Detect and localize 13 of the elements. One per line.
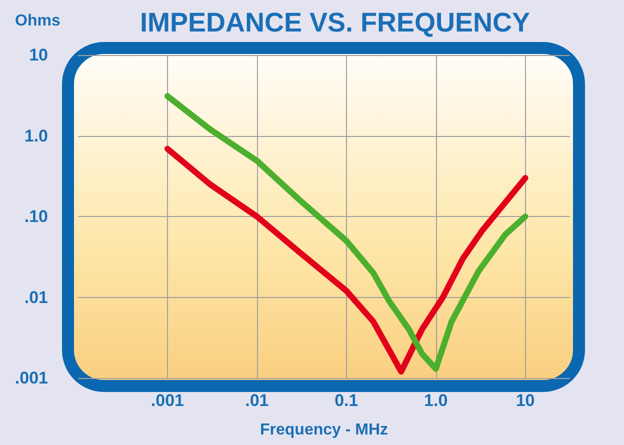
x-axis-title: Frequency - MHz [260,422,388,438]
x-tick-label: 10 [516,391,535,410]
y-tick-label: .10 [24,207,48,226]
y-axis-title: Ohms [15,12,60,30]
y-tick-label: 1.0 [24,126,48,146]
x-tick-label: .001 [150,391,184,410]
chart-title: IMPEDANCE VS. FREQUENCY [140,8,530,38]
x-tick-label: .01 [245,391,269,410]
y-tick-label: .001 [14,368,48,388]
y-tick-label: 10 [29,46,48,64]
x-tick-label: 0.1 [334,391,358,410]
x-tick-label: 1.0 [424,391,448,410]
y-tick-label: .01 [24,288,48,307]
